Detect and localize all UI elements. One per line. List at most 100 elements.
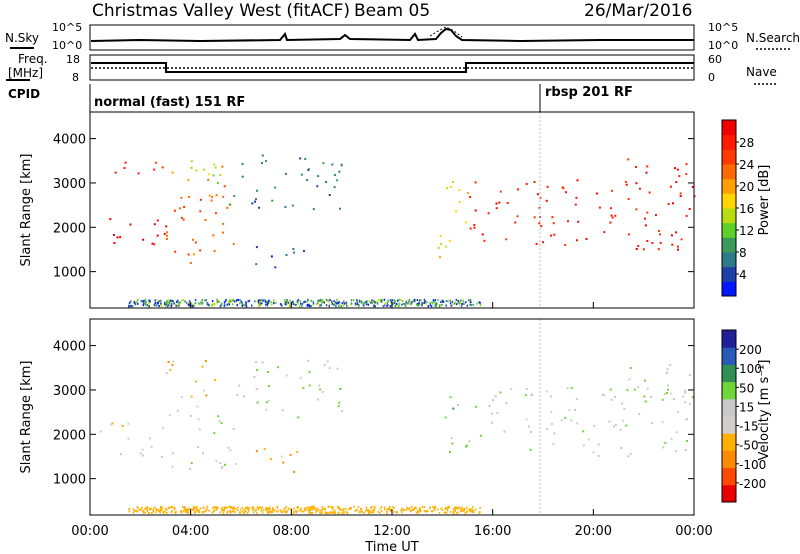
velocity-cell [644, 400, 647, 403]
velocity-cell [637, 386, 640, 389]
velocity-ground-cell [161, 505, 163, 508]
power-cell [679, 195, 682, 198]
velocity-ground-cell [445, 512, 448, 514]
velocity-cell [227, 446, 230, 449]
velocity-ground-cell [333, 511, 336, 514]
velocity-ground-cell [389, 509, 391, 512]
power-cell [208, 194, 211, 197]
power-ground-cell [371, 301, 373, 304]
power-cell [284, 205, 287, 208]
power-ground-cell [470, 304, 472, 307]
power-ground-cell [260, 302, 262, 305]
velocity-ground-cell [315, 507, 317, 510]
power-ground-cell [173, 302, 175, 305]
velocity-ground-cell [261, 506, 264, 509]
velocity-data-layer [99, 319, 694, 515]
velocity-ground-cell [168, 506, 170, 509]
power-cell [585, 237, 588, 240]
velocity-ground-cell [406, 506, 408, 509]
power-ground-cell [275, 301, 277, 304]
power-ground-cell [461, 303, 463, 305]
velocity-cell [597, 454, 600, 457]
power-ground-cell [170, 303, 173, 306]
velocity-ground-cell [284, 510, 287, 513]
velocity-ground-cell [311, 506, 314, 508]
power-ground-cell [163, 303, 166, 306]
velocity-ground-cell [423, 509, 426, 512]
power-ground-cell [216, 301, 218, 304]
power-cell [448, 239, 451, 242]
power-colorbar-swatch [722, 193, 736, 209]
velocity-cell [691, 396, 694, 399]
velocity-cell [666, 371, 669, 374]
power-ground-cell [389, 305, 392, 308]
velocity-cell [525, 418, 528, 421]
velocity-ground-cell [331, 506, 334, 509]
power-cell [190, 160, 193, 163]
power-ground-cell [381, 298, 383, 301]
velocity-cell [587, 438, 590, 441]
velocity-ground-cell [208, 509, 210, 512]
velocity-cell [629, 367, 632, 369]
power-ground-cell [236, 304, 238, 307]
velocity-ground-cell [206, 507, 208, 510]
power-ground-cell [363, 301, 366, 304]
velocity-ground-cell [413, 507, 416, 510]
velocity-cell [127, 422, 130, 425]
power-ground-cell [297, 299, 299, 302]
velocity-cell [232, 428, 235, 430]
power-cell [551, 216, 554, 219]
power-ground-cell [445, 304, 447, 307]
power-cell [624, 180, 627, 183]
power-ground-cell [297, 298, 300, 301]
power-ground-cell [352, 299, 355, 301]
velocity-ground-cell [256, 506, 259, 509]
velocity-ground-cell [405, 508, 407, 511]
power-ground-cell [188, 302, 190, 305]
velocity-cell [646, 387, 649, 390]
velocity-ground-cell [301, 510, 303, 513]
power-ground-cell [241, 302, 243, 305]
velocity-cell [675, 450, 678, 453]
velocity-cell [550, 422, 553, 425]
velocity-ground-cell [225, 506, 227, 509]
velocity-cell [528, 425, 531, 428]
power-cell [333, 174, 336, 177]
velocity-ground-cell [471, 506, 474, 509]
velocity-ground-cell [202, 511, 205, 514]
power-ground-cell [287, 301, 290, 304]
power-ground-cell [371, 299, 373, 302]
velocity-ground-cell [466, 506, 468, 509]
power-ground-cell [285, 301, 287, 304]
power-ylabel: Slant Range [km] [19, 154, 34, 267]
velocity-cell [494, 395, 497, 398]
power-ground-cell [267, 302, 270, 305]
power-cell [241, 162, 244, 165]
power-cell [222, 195, 225, 198]
velocity-cell [321, 390, 324, 393]
power-cell [611, 216, 614, 219]
power-ground-cell [284, 301, 286, 303]
power-ground-cell [479, 301, 481, 304]
velocity-cell [308, 370, 311, 373]
velocity-ground-cell [180, 510, 182, 513]
velocity-ground-cell [293, 507, 295, 510]
velocity-ground-cell [211, 511, 214, 514]
velocity-cell [608, 420, 611, 423]
velocity-cell [219, 462, 222, 464]
power-ground-cell [309, 305, 311, 308]
power-cell [499, 190, 502, 193]
power-cell [658, 230, 660, 232]
velocity-ground-cell [187, 509, 190, 512]
power-ground-cell [220, 303, 222, 306]
power-cell [553, 233, 556, 236]
power-ground-cell [307, 304, 310, 307]
power-ground-cell [265, 303, 267, 306]
velocity-ground-cell [136, 510, 139, 513]
velocity-cell [452, 407, 455, 410]
velocity-cell [451, 442, 454, 445]
velocity-cell [253, 376, 256, 379]
velocity-ground-cell [337, 512, 339, 515]
power-ground-cell [188, 300, 191, 303]
power-cell [609, 221, 612, 224]
